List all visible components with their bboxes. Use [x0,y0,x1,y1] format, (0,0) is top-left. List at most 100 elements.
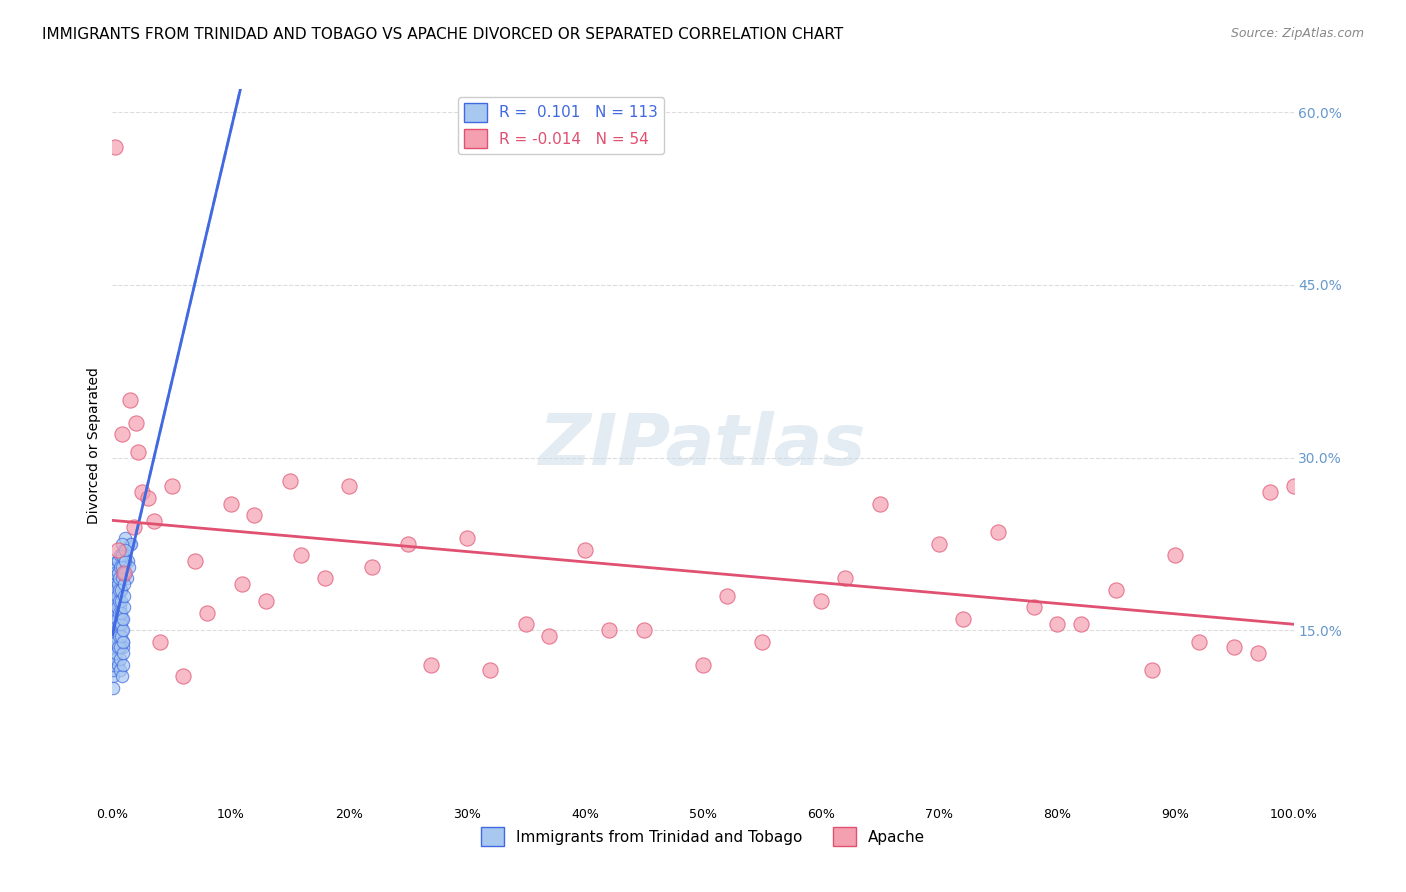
Point [110,582,132,597]
Point [952,612,974,626]
Point [111,559,134,574]
Point [104,629,127,643]
Point [1282,479,1305,493]
Point [103,600,125,615]
Point [104,629,127,643]
Point [104,606,127,620]
Point [103,652,125,666]
Point [515,617,537,632]
Point [633,623,655,637]
Point [105,600,128,615]
Point [111,549,134,563]
Point [112,612,135,626]
Point [120,392,142,407]
Point [112,623,135,637]
Point [105,623,128,637]
Point [112,640,135,655]
Point [112,566,135,580]
Point [231,577,253,591]
Point [108,582,131,597]
Point [108,559,131,574]
Point [110,629,132,643]
Point [110,652,132,666]
Point [114,554,136,568]
Point [111,537,134,551]
Point [105,577,128,591]
Point [104,594,127,608]
Point [456,531,478,545]
Point [112,566,135,580]
Point [105,600,128,615]
Point [110,606,132,620]
Point [105,646,128,660]
Point [107,589,129,603]
Point [110,617,132,632]
Point [142,514,165,528]
Point [751,634,773,648]
Point [108,571,131,585]
Text: IMMIGRANTS FROM TRINIDAD AND TOBAGO VS APACHE DIVORCED OR SEPARATED CORRELATION : IMMIGRANTS FROM TRINIDAD AND TOBAGO VS A… [42,27,844,42]
Point [127,444,149,458]
Point [111,554,134,568]
Point [104,634,127,648]
Point [105,617,128,632]
Point [834,571,856,585]
Point [108,664,131,678]
Point [1164,549,1187,563]
Point [105,606,128,620]
Point [107,629,129,643]
Point [103,669,125,683]
Point [103,623,125,637]
Point [1258,485,1281,500]
Point [114,531,136,545]
Point [278,474,301,488]
Point [1140,664,1163,678]
Point [103,589,125,603]
Point [538,629,561,643]
Point [103,657,125,672]
Point [110,640,132,655]
Point [987,525,1010,540]
Point [107,577,129,591]
Point [160,479,183,493]
Point [111,657,134,672]
Point [112,542,135,557]
Point [112,549,135,563]
Point [111,634,134,648]
Point [107,542,129,557]
Point [111,571,134,585]
Point [107,640,129,655]
Point [112,589,135,603]
Point [107,566,129,580]
Point [107,617,129,632]
Point [101,681,124,695]
Point [136,491,159,505]
Point [479,664,502,678]
Point [112,566,135,580]
Point [110,594,132,608]
Point [219,497,242,511]
Point [104,617,127,632]
Point [254,594,277,608]
Point [172,669,194,683]
Point [574,542,596,557]
Point [103,634,125,648]
Point [104,582,127,597]
Point [111,669,134,683]
Point [104,566,127,580]
Point [337,479,360,493]
Point [118,559,141,574]
Point [810,594,832,608]
Point [396,537,419,551]
Point [105,594,128,608]
Point [115,571,138,585]
Point [117,554,139,568]
Point [420,657,443,672]
Point [149,634,172,648]
Point [103,612,125,626]
Point [103,640,125,655]
Point [108,582,131,597]
Point [131,485,153,500]
Point [1247,646,1270,660]
Point [103,629,125,643]
